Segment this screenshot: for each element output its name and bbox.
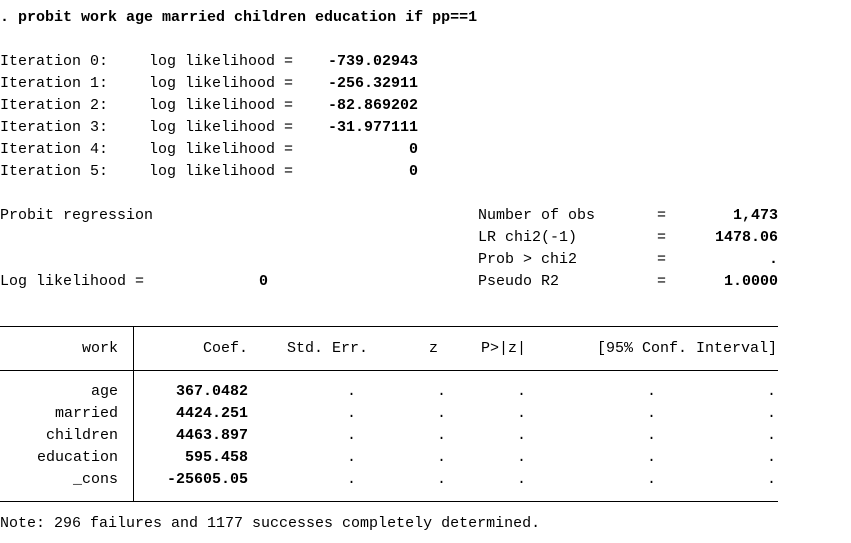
se-value: .: [346, 471, 356, 488]
ci-upper: .: [766, 383, 776, 400]
coef-value: 4424.251: [175, 405, 248, 422]
ci-lower: .: [646, 449, 656, 466]
z-value: .: [436, 405, 446, 422]
iteration-text: log likelihood =: [149, 53, 294, 70]
iteration-value: -82.869202: [327, 97, 418, 114]
footnote: Note: 296 failures and 1177 successes co…: [0, 515, 541, 532]
se-value: .: [346, 449, 356, 466]
iteration-text: log likelihood =: [149, 163, 294, 180]
z-header: z: [428, 340, 438, 357]
iteration-text: log likelihood =: [149, 141, 294, 158]
iteration-label: Iteration 5:: [0, 163, 109, 180]
iteration-value: 0: [408, 141, 418, 158]
iteration-label: Iteration 4:: [0, 141, 109, 158]
p-value: .: [516, 427, 526, 444]
stat-label: Number of obs: [478, 207, 596, 224]
stat-value: 1,473: [732, 207, 778, 224]
iteration-value: -31.977111: [327, 119, 418, 136]
loglik-label: Log likelihood =: [0, 273, 145, 290]
regression-title: Probit regression: [0, 207, 154, 224]
var-name: children: [45, 427, 118, 444]
p-header: P>|z|: [480, 340, 526, 357]
se-value: .: [346, 427, 356, 444]
stat-value: 1.0000: [723, 273, 778, 290]
var-name: _cons: [72, 471, 118, 488]
var-name: age: [90, 383, 118, 400]
iteration-value: 0: [408, 163, 418, 180]
ci-upper: .: [766, 471, 776, 488]
z-value: .: [436, 471, 446, 488]
ci-upper: .: [766, 449, 776, 466]
iteration-label: Iteration 3:: [0, 119, 109, 136]
coef-value: 4463.897: [175, 427, 248, 444]
ci-header: [95% Conf. Interval]: [596, 340, 777, 357]
var-name: married: [54, 405, 118, 422]
iteration-value: -256.32911: [327, 75, 418, 92]
iteration-text: log likelihood =: [149, 97, 294, 114]
p-value: .: [516, 383, 526, 400]
stat-value: .: [768, 251, 778, 268]
table-top-rule: [0, 326, 778, 327]
se-value: .: [346, 383, 356, 400]
iteration-text: log likelihood =: [149, 119, 294, 136]
stat-eq: =: [657, 207, 667, 224]
coef-value: 595.458: [184, 449, 248, 466]
iteration-text: log likelihood =: [149, 75, 294, 92]
stat-value: 1478.06: [714, 229, 778, 246]
coef-header: Coef.: [202, 340, 248, 357]
stat-label: LR chi2(-1): [478, 229, 578, 246]
iteration-value: -739.02943: [327, 53, 418, 70]
z-value: .: [436, 383, 446, 400]
table-column-rule: [133, 326, 134, 502]
var-name: education: [36, 449, 118, 466]
z-value: .: [436, 449, 446, 466]
loglik-value: 0: [258, 273, 268, 290]
ci-lower: .: [646, 427, 656, 444]
coef-value: 367.0482: [175, 383, 248, 400]
iteration-label: Iteration 0:: [0, 53, 109, 70]
ci-lower: .: [646, 383, 656, 400]
ci-lower: .: [646, 405, 656, 422]
coef-value: -25605.05: [166, 471, 248, 488]
z-value: .: [436, 427, 446, 444]
se-value: .: [346, 405, 356, 422]
iteration-label: Iteration 2:: [0, 97, 109, 114]
p-value: .: [516, 449, 526, 466]
table-header-rule: [0, 370, 778, 371]
table-bottom-rule: [0, 501, 778, 502]
stat-eq: =: [657, 251, 667, 268]
command-line: . probit work age married children educa…: [0, 9, 478, 26]
stat-eq: =: [657, 273, 667, 290]
p-value: .: [516, 405, 526, 422]
p-value: .: [516, 471, 526, 488]
ci-upper: .: [766, 405, 776, 422]
iteration-label: Iteration 1:: [0, 75, 109, 92]
stat-label: Prob > chi2: [478, 251, 578, 268]
stat-label: Pseudo R2: [478, 273, 560, 290]
depvar-header: work: [81, 340, 118, 357]
ci-upper: .: [766, 427, 776, 444]
stat-eq: =: [657, 229, 667, 246]
ci-lower: .: [646, 471, 656, 488]
se-header: Std. Err.: [286, 340, 368, 357]
